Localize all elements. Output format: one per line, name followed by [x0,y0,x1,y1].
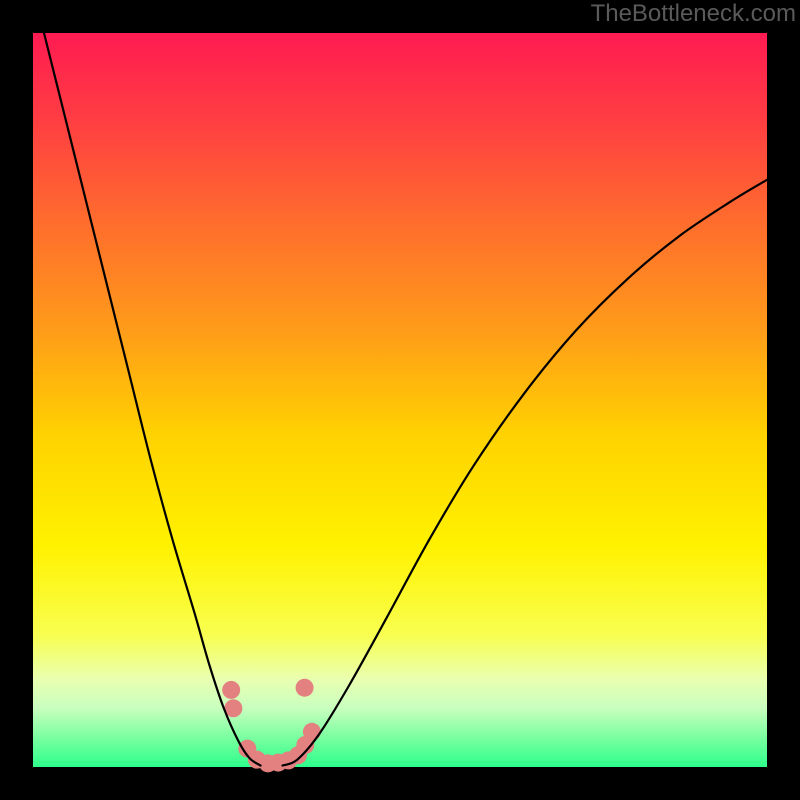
highlight-blob [222,681,240,699]
highlight-blob [303,723,321,741]
plot-area [33,33,767,767]
highlight-blob [296,679,314,697]
watermark-text: TheBottleneck.com [591,0,796,28]
outer-frame: TheBottleneck.com [0,0,800,800]
plot-svg [33,33,767,767]
plot-background [33,33,767,767]
